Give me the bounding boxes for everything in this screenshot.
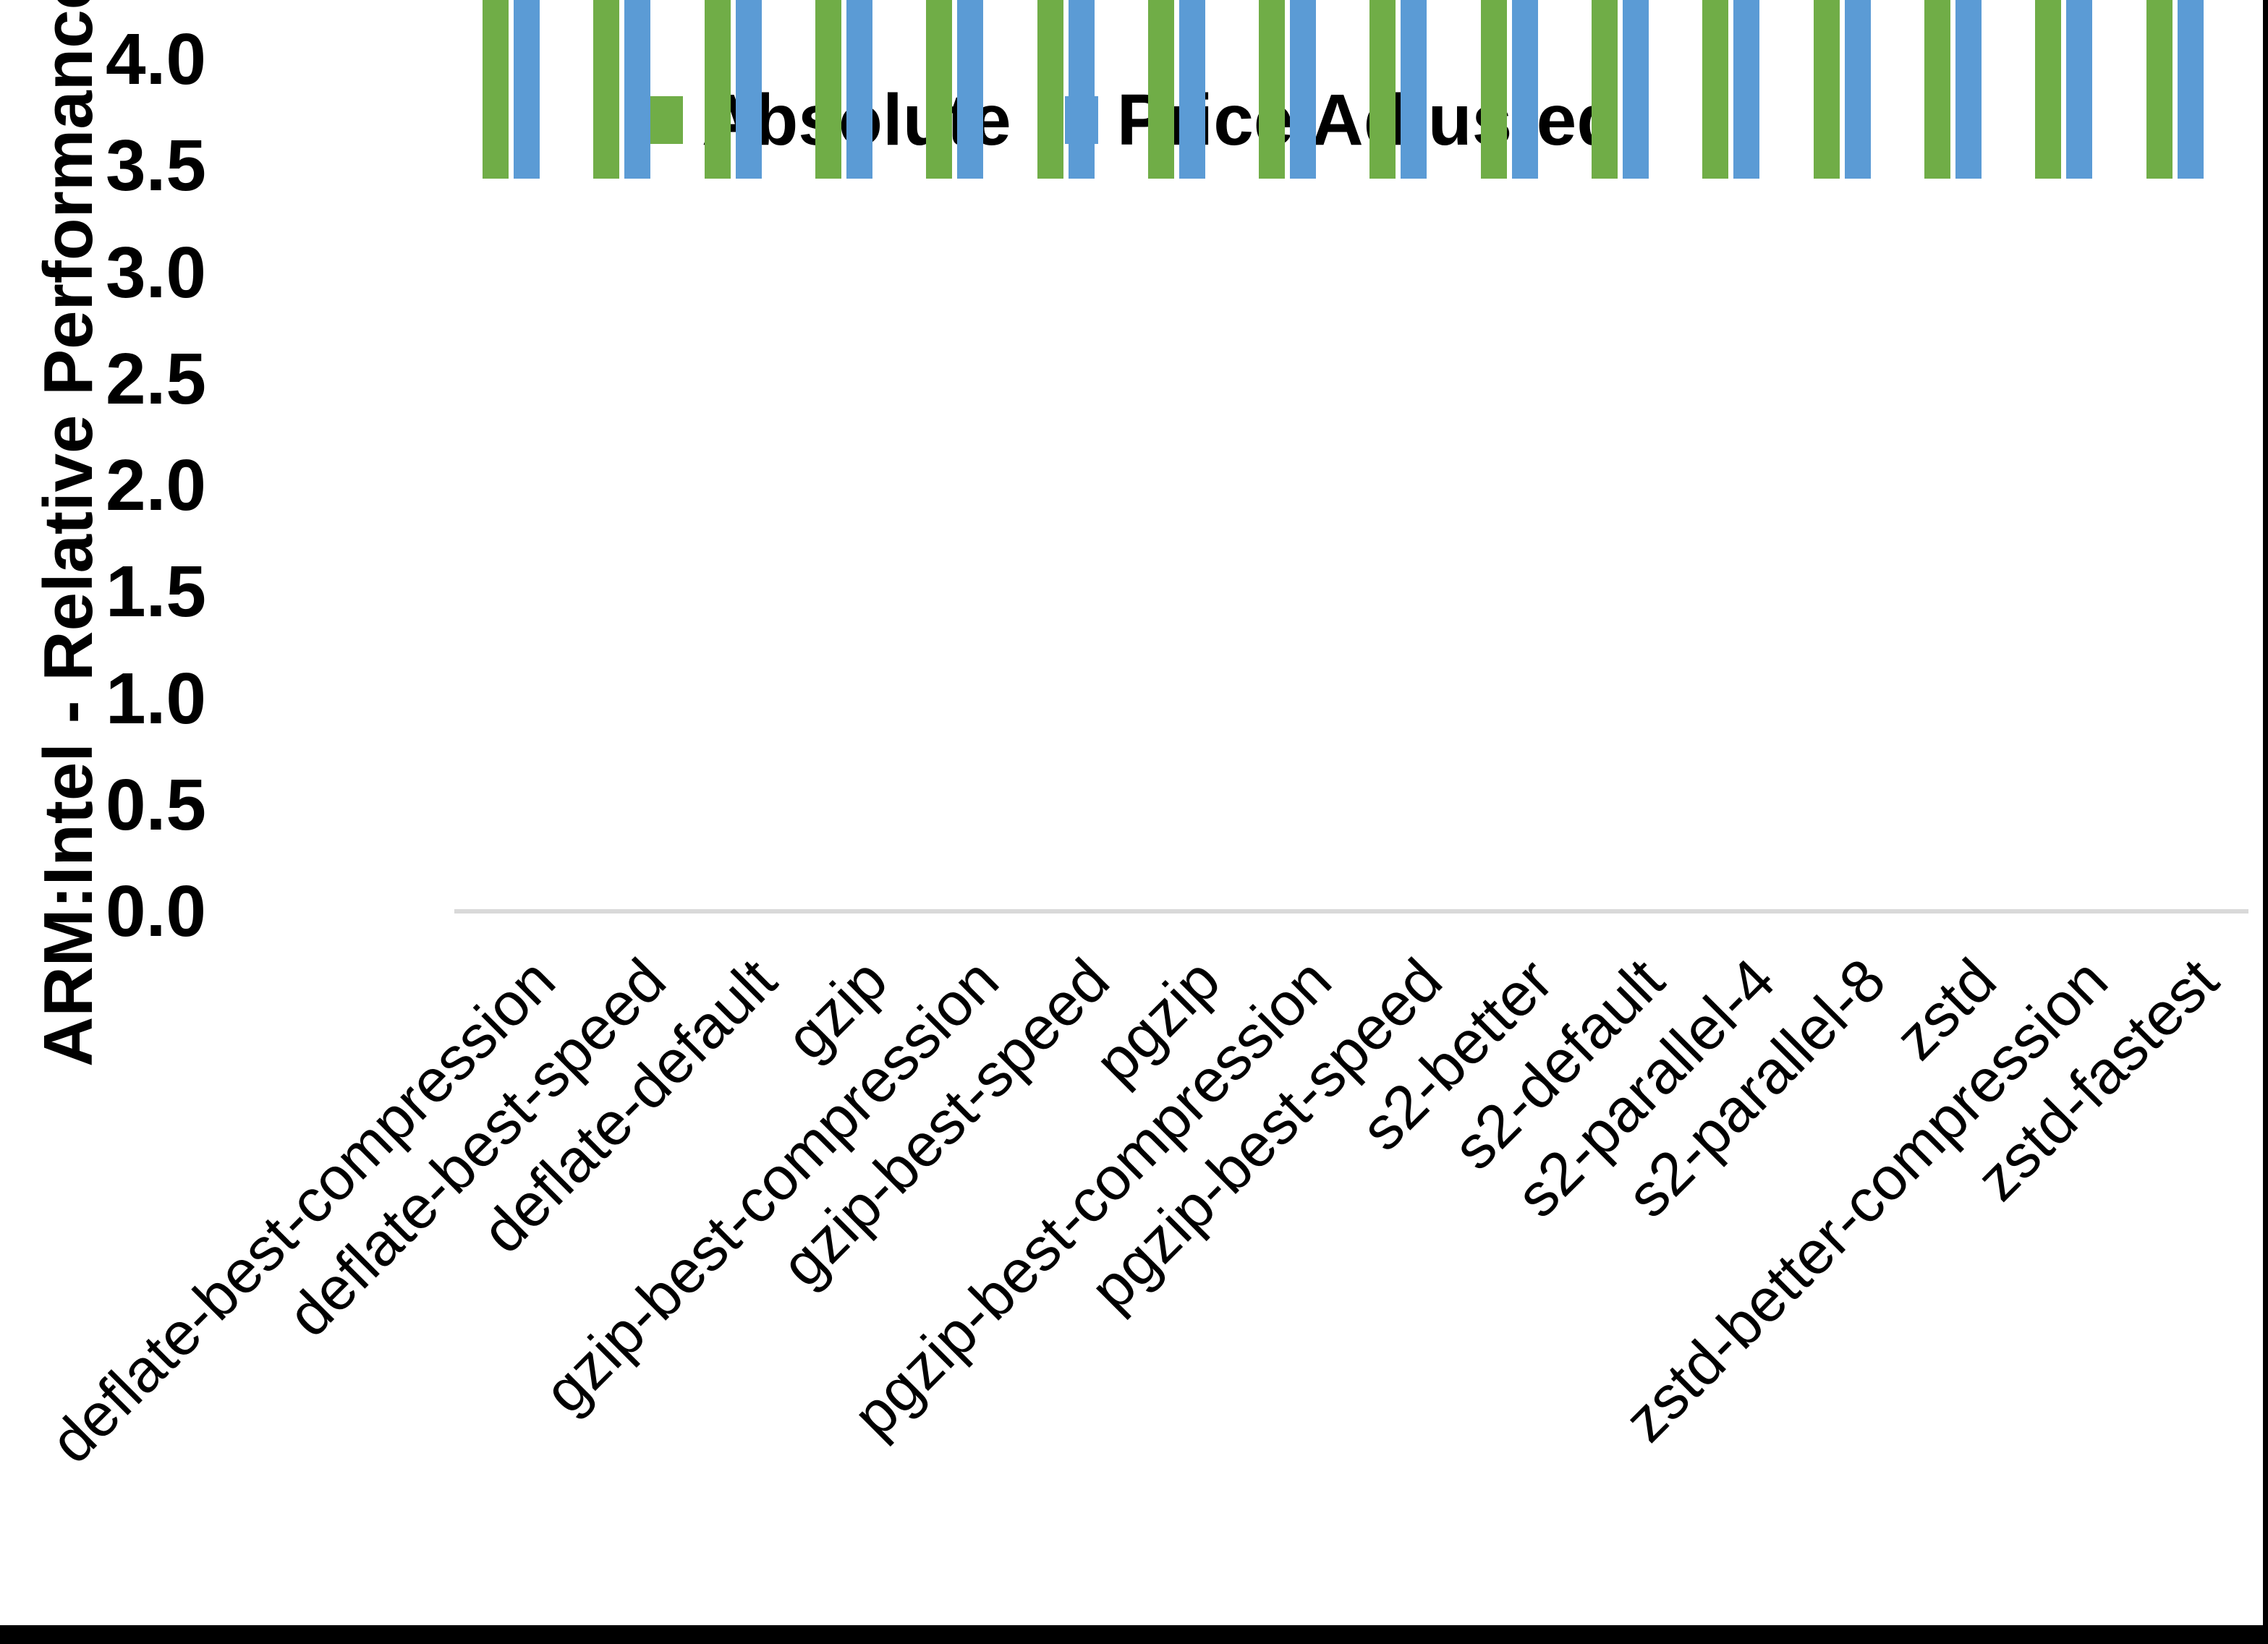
bar-price-adjusted-s2-better [1511, 0, 1538, 179]
bar-absolute-gzip [815, 0, 841, 179]
window-right-edge [2263, 0, 2268, 1644]
y-tick-label-4.0: 4.0 [105, 19, 206, 100]
y-tick-label-2.0: 2.0 [105, 445, 206, 526]
y-tick-label-0.0: 0.0 [105, 871, 206, 952]
bar-absolute-zstd-better-compression [2035, 0, 2062, 179]
bar-price-adjusted-pgzip-best-compression [1290, 0, 1317, 179]
bar-absolute-gzip-best-speed [1037, 0, 1063, 179]
bar-absolute-deflate-best-compression [483, 0, 509, 179]
bar-absolute-deflate-default [704, 0, 731, 179]
bar-absolute-s2-parallel-4 [1702, 0, 1729, 179]
y-tick-label-0.5: 0.5 [105, 764, 206, 846]
bar-price-adjusted-zstd [1955, 0, 1982, 179]
bar-absolute-pgzip-best-compression [1259, 0, 1286, 179]
y-tick-label-3.5: 3.5 [105, 125, 206, 207]
bar-price-adjusted-pgzip-best-speed [1401, 0, 1427, 179]
bar-price-adjusted-pgzip [1178, 0, 1205, 179]
bar-absolute-zstd [1924, 0, 1950, 179]
y-tick-label-2.5: 2.5 [105, 338, 206, 419]
plot-area [483, 0, 2204, 179]
legend-swatch-absolute [650, 96, 683, 144]
bar-price-adjusted-deflate-best-speed [624, 0, 651, 179]
bar-absolute-pgzip [1147, 0, 1174, 179]
bar-price-adjusted-deflate-default [735, 0, 762, 179]
bar-absolute-deflate-best-speed [593, 0, 620, 179]
bar-absolute-s2-better [1480, 0, 1507, 179]
bar-price-adjusted-s2-parallel-8 [1844, 0, 1871, 179]
bar-absolute-pgzip-best-speed [1369, 0, 1396, 179]
bar-price-adjusted-gzip-best-compression [957, 0, 984, 179]
bar-absolute-gzip-best-compression [926, 0, 953, 179]
bar-absolute-zstd-fastest [2146, 0, 2173, 179]
bar-price-adjusted-gzip [846, 0, 872, 179]
window-bottom-edge [0, 1625, 2268, 1644]
bar-price-adjusted-s2-default [1623, 0, 1649, 179]
bar-price-adjusted-s2-parallel-4 [1733, 0, 1760, 179]
bar-price-adjusted-deflate-best-compression [514, 0, 540, 179]
y-tick-label-1.0: 1.0 [105, 657, 206, 739]
x-axis-line [454, 909, 2248, 913]
bar-absolute-s2-parallel-8 [1813, 0, 1840, 179]
bar-price-adjusted-gzip-best-speed [1068, 0, 1095, 179]
bar-price-adjusted-zstd-fastest [2177, 0, 2204, 179]
y-tick-label-3.0: 3.0 [105, 231, 206, 313]
bar-absolute-s2-default [1592, 0, 1618, 179]
y-tick-label-1.5: 1.5 [105, 551, 206, 633]
bar-price-adjusted-zstd-better-compression [2066, 0, 2093, 179]
